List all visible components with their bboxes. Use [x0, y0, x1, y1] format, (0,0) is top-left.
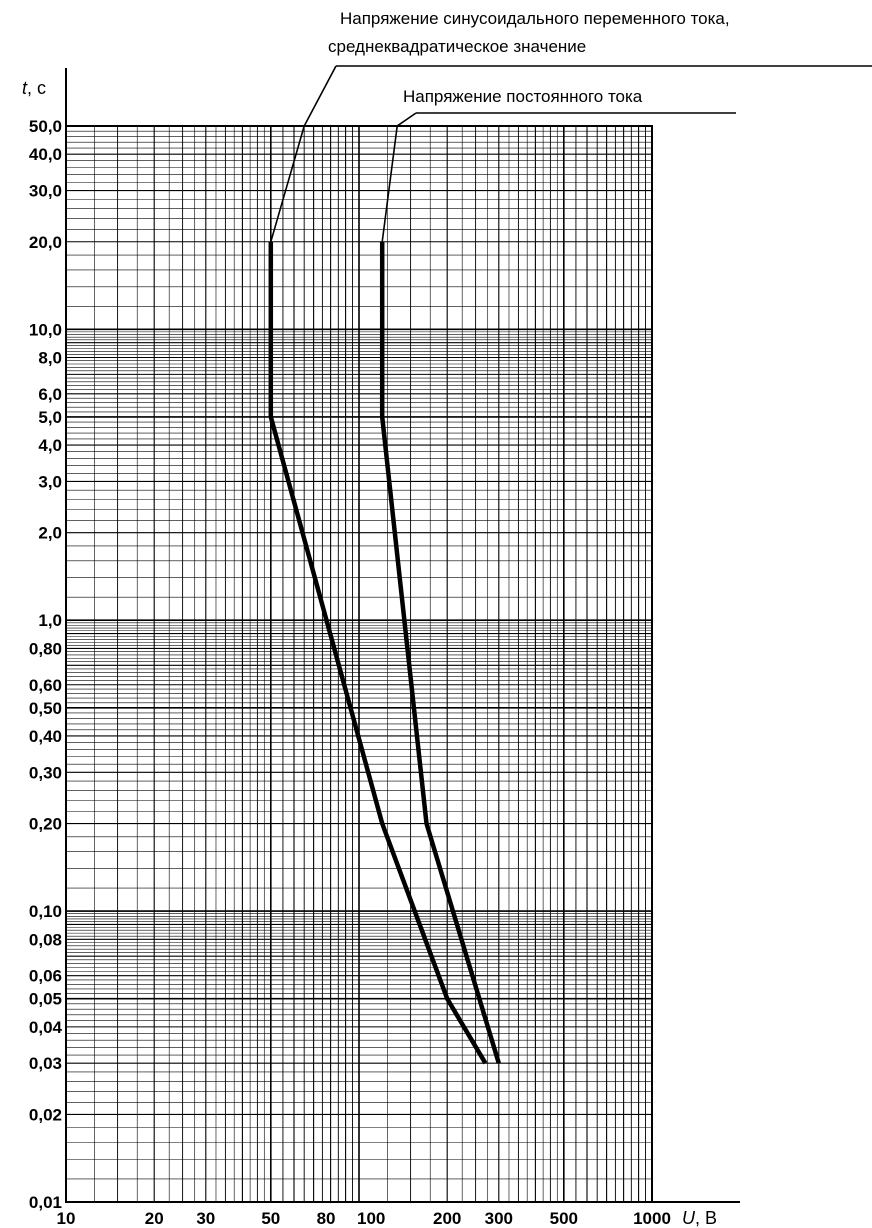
annotations: Напряжение синусоидального переменного т…	[270, 9, 872, 243]
x-tick-label: 10	[57, 1209, 76, 1228]
axes	[65, 68, 740, 1203]
y-tick-label: 4,0	[38, 436, 62, 455]
x-axis-label: U, В	[682, 1208, 717, 1228]
y-tick-label: 0,10	[29, 902, 62, 921]
y-tick-label: 0,40	[29, 727, 62, 746]
x-tick-labels: 10 20 30 50 80 100 200 300 500 1000	[57, 1209, 671, 1228]
y-tick-label: 0,08	[29, 930, 62, 949]
x-tick-label: 100	[357, 1209, 385, 1228]
y-axis-var: t	[22, 78, 28, 98]
y-axis-label: t, с	[22, 78, 46, 98]
axis-labels: t, с U, В	[22, 78, 717, 1228]
y-tick-label: 0,06	[29, 967, 62, 986]
series-label-1: среднеквадратическое значение	[328, 37, 586, 56]
y-tick-label: 8,0	[38, 349, 62, 368]
y-tick-label: 20,0	[29, 233, 62, 252]
leader-line-2	[381, 112, 417, 242]
grid-major	[65, 125, 653, 1203]
y-tick-label: 0,30	[29, 763, 62, 782]
series-lines	[268, 241, 501, 1065]
y-tick-label: 0,80	[29, 639, 62, 658]
x-tick-label: 80	[317, 1209, 336, 1228]
y-tick-label: 0,20	[29, 815, 62, 834]
y-tick-label: 5,0	[38, 408, 62, 427]
y-tick-label: 10,0	[29, 320, 62, 339]
y-tick-label: 0,02	[29, 1105, 62, 1124]
x-tick-label: 300	[485, 1209, 513, 1228]
y-tick-label: 0,60	[29, 676, 62, 695]
series-line-2	[379, 241, 501, 1064]
y-tick-label: 0,05	[29, 990, 62, 1009]
y-tick-label: 0,01	[29, 1193, 62, 1212]
x-tick-label: 1000	[633, 1209, 671, 1228]
y-tick-label: 30,0	[29, 182, 62, 201]
x-tick-label: 200	[433, 1209, 461, 1228]
x-tick-label: 50	[261, 1209, 280, 1228]
x-tick-label: 20	[145, 1209, 164, 1228]
series-label-1: Напряжение синусоидального переменного т…	[340, 9, 730, 28]
y-tick-label: 2,0	[38, 524, 62, 543]
y-tick-label: 6,0	[38, 385, 62, 404]
y-tick-label: 3,0	[38, 472, 62, 491]
x-axis-var: U	[682, 1208, 696, 1228]
plot-frame	[65, 125, 653, 1203]
y-tick-label: 0,50	[29, 699, 62, 718]
y-tick-label: 0,03	[29, 1054, 62, 1073]
y-tick-label: 50,0	[29, 117, 62, 136]
y-tick-label: 40,0	[29, 145, 62, 164]
y-tick-labels: 50,0 40,0 30,0 20,0 10,0 8,0 6,0 5,0 4,0 3,0 2,0 1,…	[29, 117, 63, 1212]
y-tick-label: 1,0	[38, 611, 62, 630]
series-label-2: Напряжение постоянного тока	[403, 87, 643, 106]
x-axis-unit: , В	[695, 1208, 717, 1228]
y-axis-unit: , с	[27, 78, 46, 98]
leader-line-1	[270, 65, 337, 243]
x-tick-label: 500	[550, 1209, 578, 1228]
y-tick-label: 0,04	[29, 1018, 63, 1037]
x-tick-label: 30	[196, 1209, 215, 1228]
series-line-1	[268, 241, 488, 1065]
